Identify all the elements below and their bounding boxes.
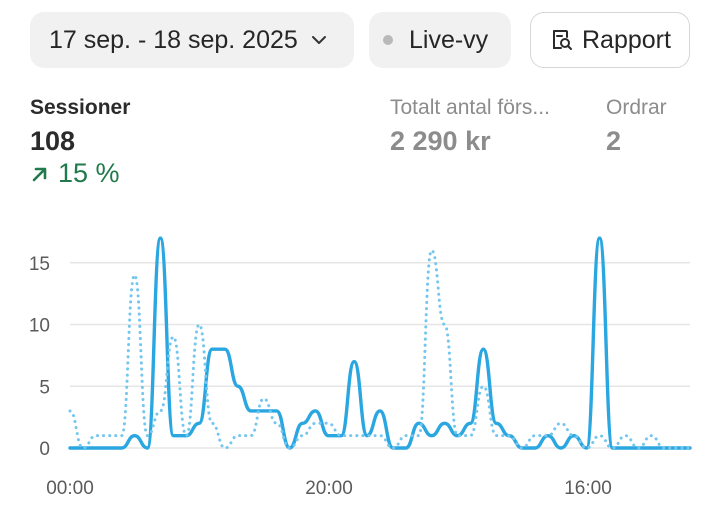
report-label: Rapport (582, 25, 671, 54)
report-search-icon (553, 30, 572, 50)
metric-sessions-value: 108 (30, 126, 76, 156)
y-tick-label: 0 (39, 439, 50, 460)
metric-sessions-label: Sessioner (30, 96, 131, 119)
metric-total-sales-value: 2 290 kr (390, 126, 491, 156)
sessions-series-line (68, 236, 692, 450)
metric-sessions[interactable]: Sessioner 108 (30, 96, 130, 157)
y-tick-label: 5 (39, 377, 50, 398)
date-range-picker[interactable]: 17 sep. - 18 sep. 2025 (30, 12, 354, 68)
live-status-dot-icon (383, 35, 393, 45)
x-tick-label: 00:00 (46, 478, 94, 499)
metric-total-sales[interactable]: Totalt antal förs... 2 290 kr (390, 96, 586, 157)
comparison-series-line (68, 248, 692, 450)
metric-orders-label: Ordrar (606, 96, 667, 119)
y-tick-label: 10 (29, 316, 50, 337)
metric-orders-value: 2 (606, 126, 622, 156)
chevron-down-icon (311, 36, 326, 44)
x-tick-label: 16:00 (564, 478, 612, 499)
sessions-change-value: 15 % (58, 158, 120, 188)
live-view-button[interactable]: Live-vy (369, 12, 511, 68)
sessions-chart[interactable]: 0 5 10 15 00:00 20:00 16:00 (0, 220, 720, 518)
metric-total-sales-label: Totalt antal förs... (390, 96, 550, 119)
report-button[interactable]: Rapport (530, 12, 690, 68)
metric-orders[interactable]: Ordrar 2 (606, 96, 667, 157)
y-tick-label: 15 (29, 254, 50, 275)
x-tick-label: 20:00 (305, 478, 353, 499)
arrow-up-right-icon (32, 167, 47, 181)
live-view-label: Live-vy (409, 25, 489, 54)
date-range-label: 17 sep. - 18 sep. 2025 (49, 25, 298, 54)
sessions-change: 15 % (30, 158, 120, 189)
